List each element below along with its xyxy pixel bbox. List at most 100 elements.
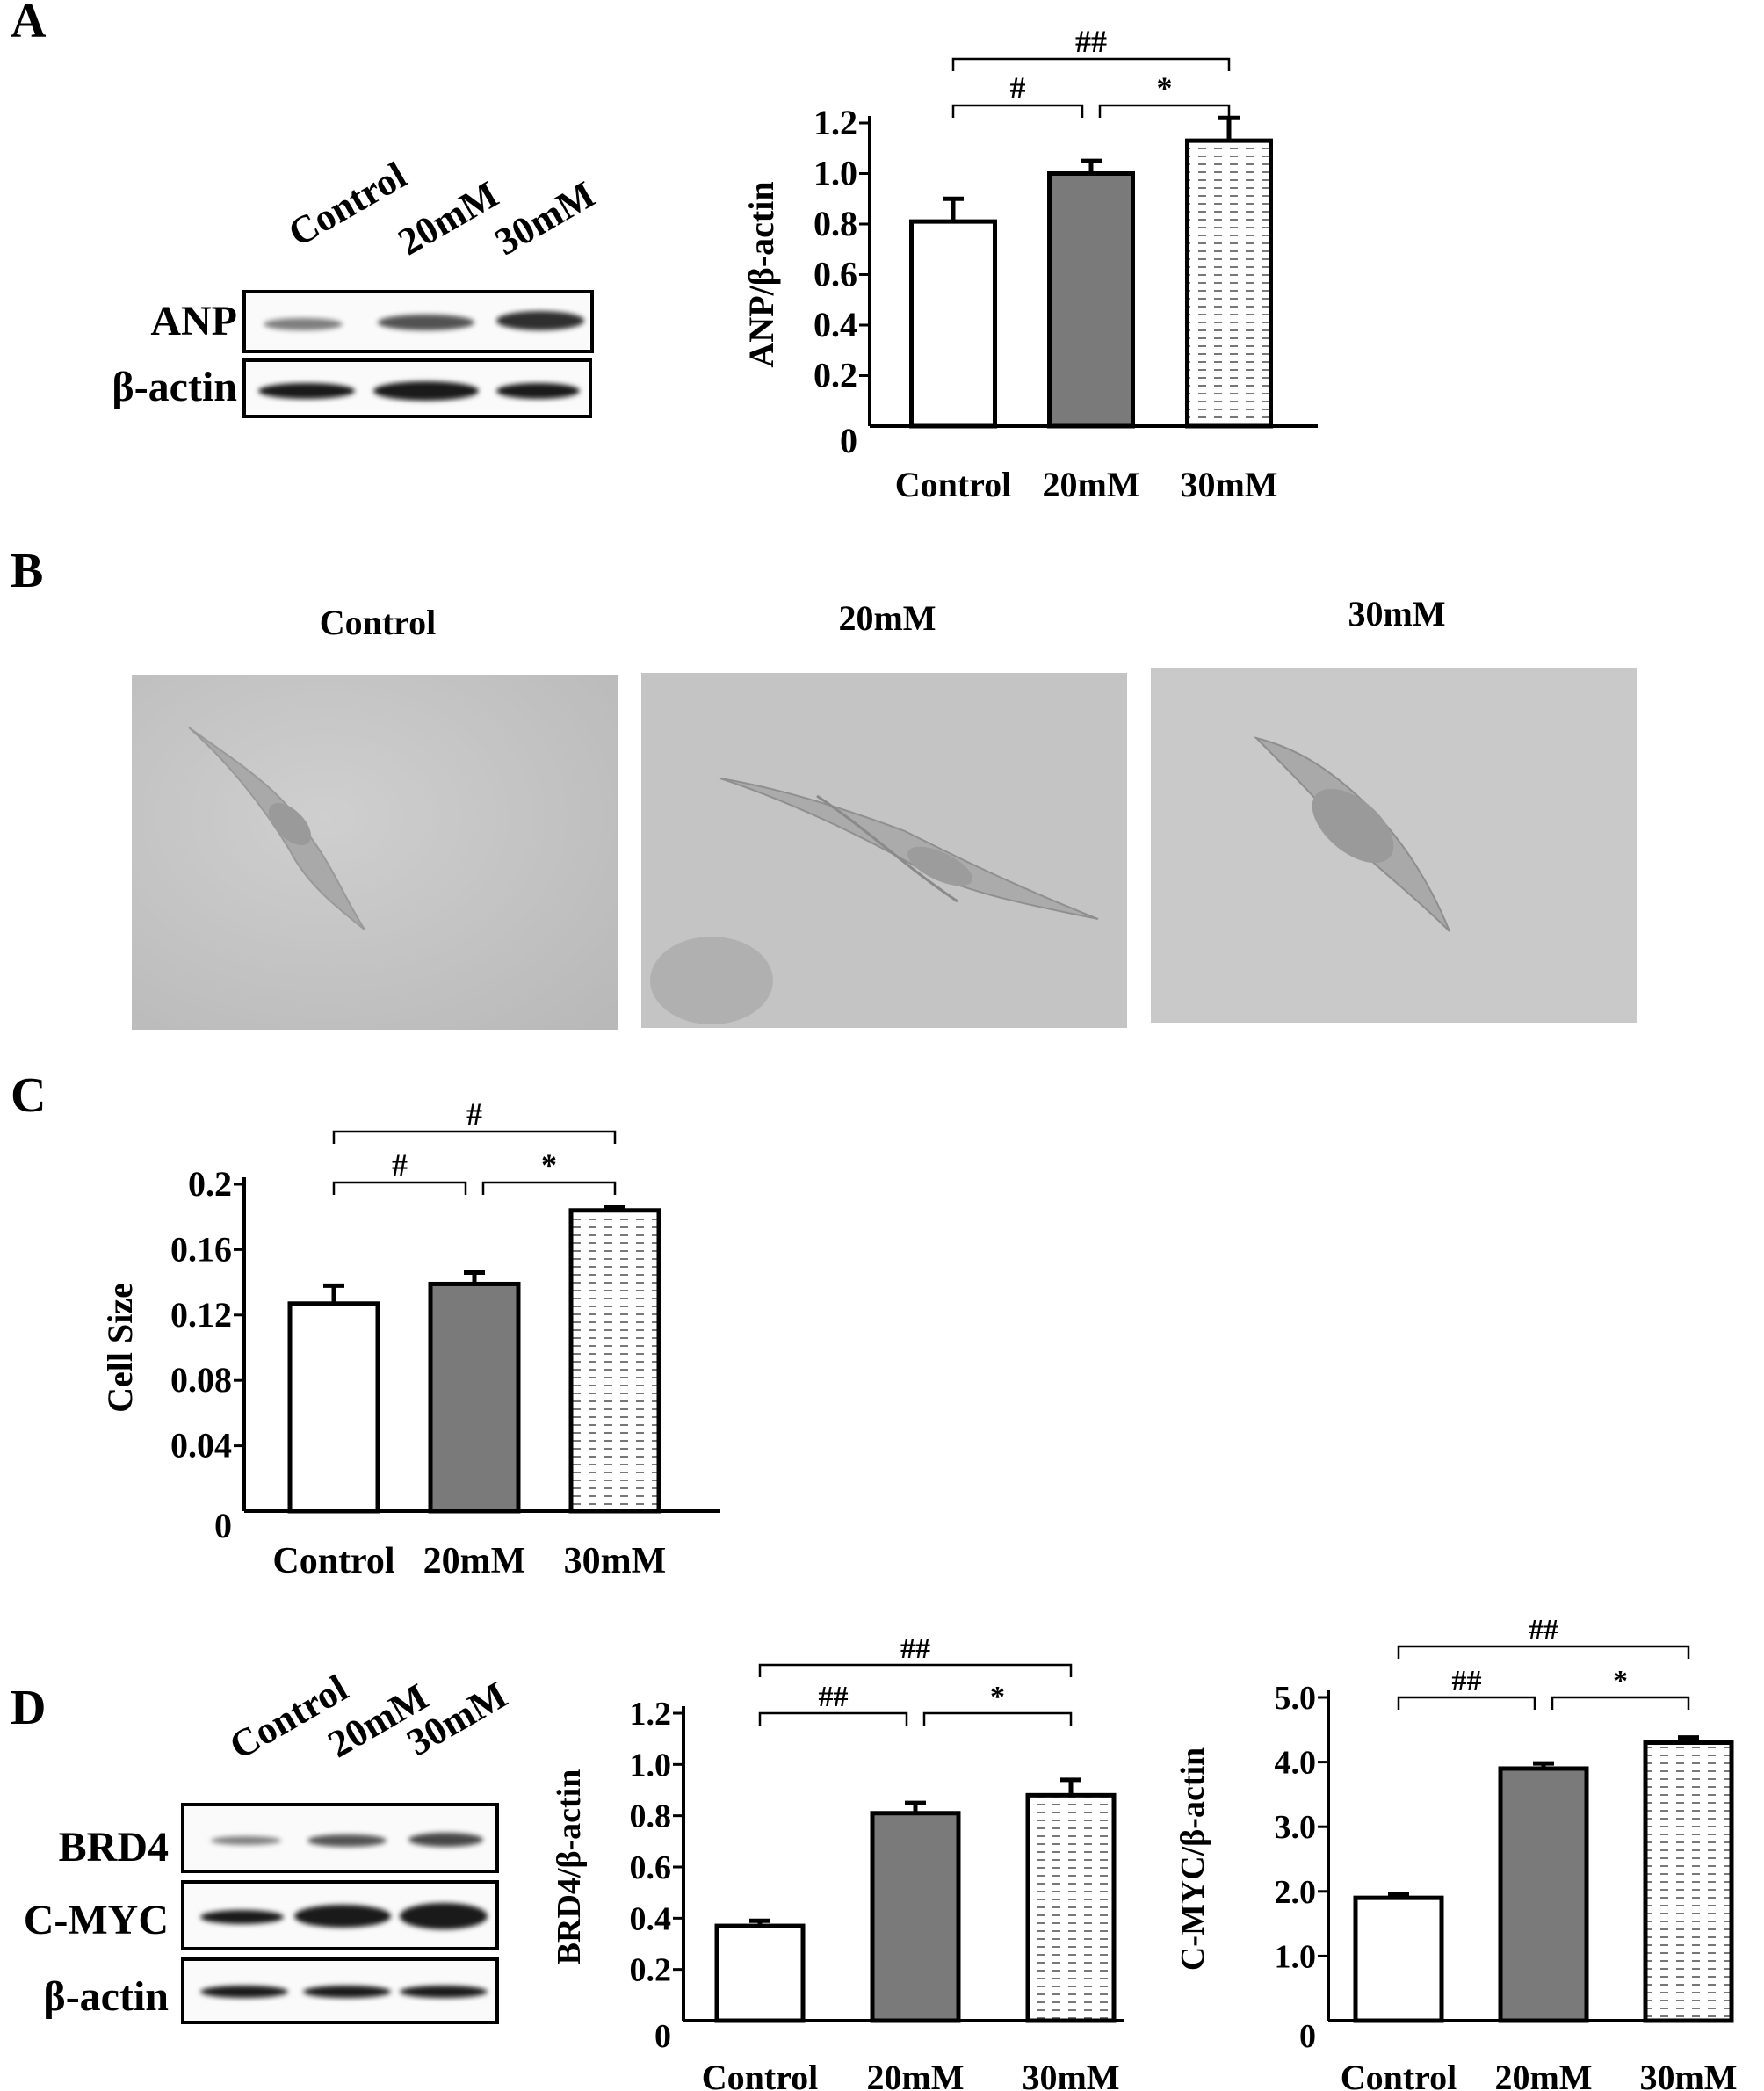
micrograph-title: 30mM xyxy=(1348,594,1446,633)
bar xyxy=(870,1811,961,2023)
cell-nucleus xyxy=(907,846,972,886)
blot-band xyxy=(264,318,343,330)
y-axis-label: Cell Size xyxy=(100,1283,140,1413)
significance-label: ## xyxy=(1452,1665,1482,1697)
bar xyxy=(428,1281,521,1514)
y-tick-label: 0.08 xyxy=(170,1360,232,1400)
blot-band xyxy=(400,1903,488,1929)
y-tick-label: 1.2 xyxy=(630,1696,672,1733)
significance-bracket xyxy=(922,1711,1073,1726)
micrograph-title: Control xyxy=(319,603,437,642)
y-tick-label: 0 xyxy=(1299,2018,1316,2055)
micrograph-control xyxy=(132,675,618,1030)
blot-d-row-label: BRD4 xyxy=(58,1824,169,1870)
blot-band xyxy=(400,1986,488,1998)
x-tick-label: 30mM xyxy=(1022,2058,1119,2091)
bar xyxy=(1643,1740,1734,2023)
blot-a-row-label: β-actin xyxy=(112,364,237,410)
significance-bracket xyxy=(332,1130,617,1144)
y-tick-label: 0.2 xyxy=(813,356,857,395)
cell-nucleus xyxy=(268,802,312,846)
x-tick-label: 30mM xyxy=(564,1541,667,1581)
significance-bracket xyxy=(951,104,1084,118)
x-tick-label: Control xyxy=(702,2058,819,2091)
blot-band xyxy=(258,383,355,399)
significance-label: * xyxy=(990,1681,1005,1713)
y-tick-label: 0.8 xyxy=(813,204,857,243)
significance-bracket xyxy=(1098,104,1231,118)
panel-label-c: C xyxy=(11,1068,47,1123)
significance-label: ## xyxy=(1529,1617,1558,1646)
significance-label: # xyxy=(466,1096,482,1132)
x-tick-label: 30mM xyxy=(1639,2058,1737,2091)
y-tick-label: 1.2 xyxy=(813,103,857,142)
significance-bracket xyxy=(481,1181,617,1195)
y-tick-label: 0.4 xyxy=(630,1900,672,1937)
blot-band xyxy=(496,383,580,399)
chart-anp: 0 0.2 0.4 0.6 0.8 1.0 1.2 ANP/β-actin Control 20m… xyxy=(741,24,1318,504)
significance-bracket xyxy=(332,1181,467,1195)
chart-cmyc: 0 1.0 2.0 3.0 4.0 5.0 C-MYC/β-actin Control 20mM… xyxy=(1175,1617,1738,2091)
significance-bracket xyxy=(758,1663,1073,1677)
significance-label: ## xyxy=(819,1681,849,1713)
significance-label: ## xyxy=(900,1634,930,1665)
significance-label: * xyxy=(541,1147,557,1183)
y-tick-label: 0.4 xyxy=(813,305,857,344)
significance-label: # xyxy=(1010,70,1026,105)
x-tick-label: Control xyxy=(272,1541,394,1581)
y-tick-label: 2.0 xyxy=(1275,1874,1317,1911)
bar xyxy=(1025,1792,1117,2023)
y-tick-label: 1.0 xyxy=(630,1747,672,1784)
y-tick-label: 1.0 xyxy=(1275,1938,1317,1975)
blot-band xyxy=(200,1986,288,1998)
significance-bracket xyxy=(951,57,1231,71)
blot-band xyxy=(294,1905,391,1928)
panel-label-d: D xyxy=(11,1681,47,1735)
y-axis-label: ANP/β-actin xyxy=(741,181,781,367)
bar xyxy=(1353,1895,1444,2023)
cell-nucleus xyxy=(1312,788,1394,864)
significance-bracket xyxy=(1551,1696,1690,1710)
blot-d-row-label: β-actin xyxy=(43,1973,169,2020)
micrograph-30mm xyxy=(1151,668,1637,1023)
blot-a-anp-strip xyxy=(242,290,594,353)
bar xyxy=(568,1208,662,1514)
x-tick-label: 20mM xyxy=(866,2058,964,2091)
y-tick-label: 0 xyxy=(654,2018,671,2055)
significance-label: * xyxy=(1157,70,1173,105)
blot-band xyxy=(408,1833,483,1847)
blot-band xyxy=(307,1834,387,1847)
y-tick-label: 0.6 xyxy=(813,255,857,294)
y-tick-label: 0.2 xyxy=(630,1952,672,1989)
panel-label-b: B xyxy=(11,544,44,598)
blot-a-actin-strip xyxy=(242,358,592,418)
bar xyxy=(714,1923,806,2023)
bar xyxy=(909,219,997,429)
y-tick-label: 4.0 xyxy=(1275,1745,1317,1782)
panel-label-a: A xyxy=(11,0,47,48)
blot-band xyxy=(378,315,474,330)
blot-d-row-label: C-MYC xyxy=(23,1897,169,1943)
y-tick-label: 0 xyxy=(840,421,857,460)
blot-a-row-label: ANP xyxy=(150,298,237,344)
bar xyxy=(1185,138,1273,429)
significance-bracket xyxy=(1397,1696,1536,1710)
x-tick-label: 20mM xyxy=(1494,2058,1592,2091)
y-tick-label: 3.0 xyxy=(1275,1809,1317,1846)
micrograph-title: 20mM xyxy=(838,598,936,638)
chart-brd4: 0 0.2 0.4 0.6 0.8 1.0 1.2 BRD4/β-actin Control 20… xyxy=(551,1634,1124,2091)
micrograph-20mm xyxy=(641,673,1127,1028)
cell-shape xyxy=(719,778,1099,920)
significance-bracket xyxy=(1397,1645,1690,1659)
blot-d-brd4-strip xyxy=(181,1803,499,1873)
y-axis-label: C-MYC/β-actin xyxy=(1175,1747,1211,1971)
blot-d-cmyc-strip xyxy=(181,1880,499,1950)
bar xyxy=(1047,171,1135,429)
x-tick-label: Control xyxy=(895,465,1012,504)
x-tick-label: Control xyxy=(1341,2058,1457,2091)
x-tick-label: 20mM xyxy=(423,1541,526,1581)
blot-a-lane-label: Control xyxy=(281,153,414,256)
blot-a-lane-label: 30mM xyxy=(488,172,603,264)
y-tick-label: 0.2 xyxy=(188,1164,232,1204)
chart-cell-size: 0 0.04 0.08 0.12 0.16 0.2 Cell Size Control 20mM… xyxy=(100,1096,720,1581)
